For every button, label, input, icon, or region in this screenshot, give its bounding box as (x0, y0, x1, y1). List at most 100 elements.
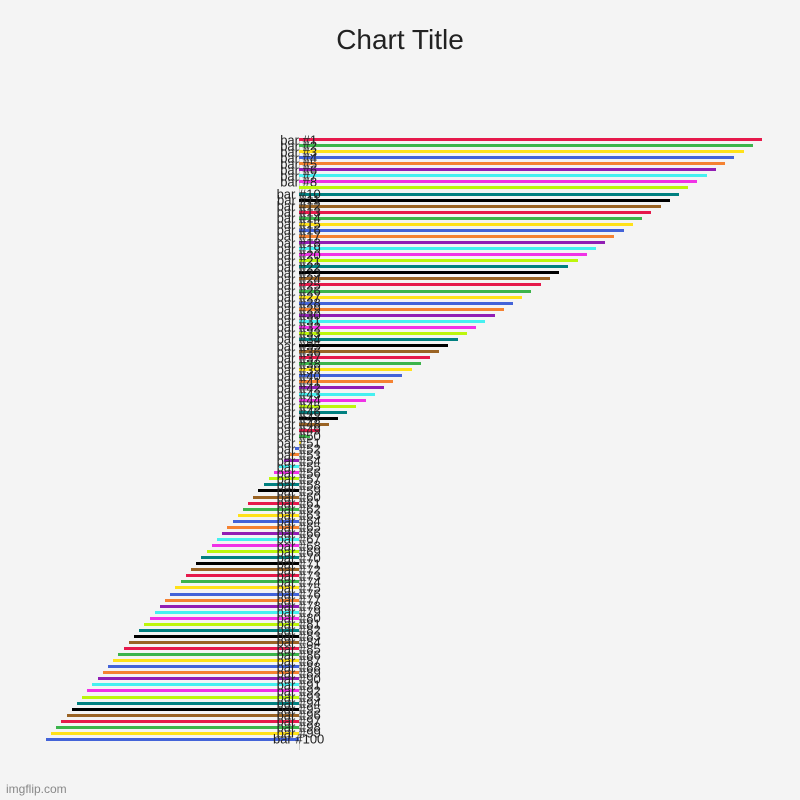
bar (299, 338, 458, 341)
bar-row (38, 720, 762, 723)
bar (299, 235, 615, 238)
bar (299, 241, 606, 244)
bar-row (38, 453, 762, 456)
bar-row (38, 314, 762, 317)
bar (299, 156, 735, 159)
bar (299, 259, 578, 262)
bar (92, 683, 298, 686)
chart-title: Chart Title (0, 24, 800, 56)
bar-row (38, 308, 762, 311)
bar (87, 689, 298, 692)
bar (299, 332, 467, 335)
bar-row (38, 617, 762, 620)
bar (299, 162, 725, 165)
bar-row (38, 441, 762, 444)
bar-row (38, 647, 762, 650)
bar-row (38, 538, 762, 541)
bar-row (38, 702, 762, 705)
bar-row (38, 562, 762, 565)
bar (299, 205, 661, 208)
bar-row (38, 659, 762, 662)
bar (299, 320, 486, 323)
bar (299, 186, 689, 189)
bar-row (38, 653, 762, 656)
bar-row (38, 253, 762, 256)
bar (103, 671, 299, 674)
bar (299, 180, 698, 183)
bar-row (38, 296, 762, 299)
bar-row (38, 265, 762, 268)
bar-row (38, 332, 762, 335)
bar-row (38, 568, 762, 571)
bar-row (38, 502, 762, 505)
bar (299, 138, 762, 141)
bar-row (38, 186, 762, 189)
bar-row (38, 205, 762, 208)
bar (299, 326, 477, 329)
bar (299, 168, 716, 171)
bar-row (38, 417, 762, 420)
bar-row (38, 483, 762, 486)
bar-row (38, 532, 762, 535)
bar-row (38, 320, 762, 323)
bar (113, 659, 298, 662)
bar-row (38, 326, 762, 329)
bar-row (38, 599, 762, 602)
bar-row (38, 508, 762, 511)
bar-row (38, 586, 762, 589)
bar-row (38, 259, 762, 262)
bar (299, 296, 523, 299)
bar-row (38, 605, 762, 608)
watermark-text: imgflip.com (6, 782, 67, 796)
bar (82, 696, 299, 699)
bar-row (38, 550, 762, 553)
bar-row (38, 580, 762, 583)
bar-row (38, 429, 762, 432)
bar (67, 714, 299, 717)
bar-row (38, 271, 762, 274)
bar (118, 653, 298, 656)
bar-row (38, 180, 762, 183)
bar (299, 247, 596, 250)
bar-row (38, 526, 762, 529)
bar-row (38, 380, 762, 383)
bar-row (38, 477, 762, 480)
bar-row (38, 611, 762, 614)
bar (299, 277, 550, 280)
bar-row (38, 738, 762, 741)
bar (299, 308, 504, 311)
bar-row (38, 174, 762, 177)
bar-row (38, 386, 762, 389)
bar (98, 677, 299, 680)
bar (139, 629, 298, 632)
bar-row (38, 217, 762, 220)
bar-row (38, 241, 762, 244)
bar (299, 223, 633, 226)
bar (299, 174, 707, 177)
bar-row (38, 350, 762, 353)
bar-row (38, 677, 762, 680)
bar (299, 217, 642, 220)
bar-row (38, 459, 762, 462)
bar-row (38, 211, 762, 214)
bar-row (38, 344, 762, 347)
bar-row (38, 138, 762, 141)
bar-row (38, 362, 762, 365)
bar (144, 623, 298, 626)
bar-row (38, 283, 762, 286)
bar-row (38, 593, 762, 596)
bar-row (38, 696, 762, 699)
bar (299, 211, 652, 214)
bar-row (38, 290, 762, 293)
bar-row (38, 556, 762, 559)
bar-row (38, 144, 762, 147)
bar-row (38, 683, 762, 686)
chart-plot-area: bar #1bar #2bar #3bar #4bar #5bar #6bar … (38, 138, 762, 750)
bar (72, 708, 299, 711)
bar-row (38, 168, 762, 171)
bar (299, 253, 587, 256)
bar-row (38, 229, 762, 232)
bar-row (38, 356, 762, 359)
bar-row (38, 623, 762, 626)
bar (299, 150, 744, 153)
